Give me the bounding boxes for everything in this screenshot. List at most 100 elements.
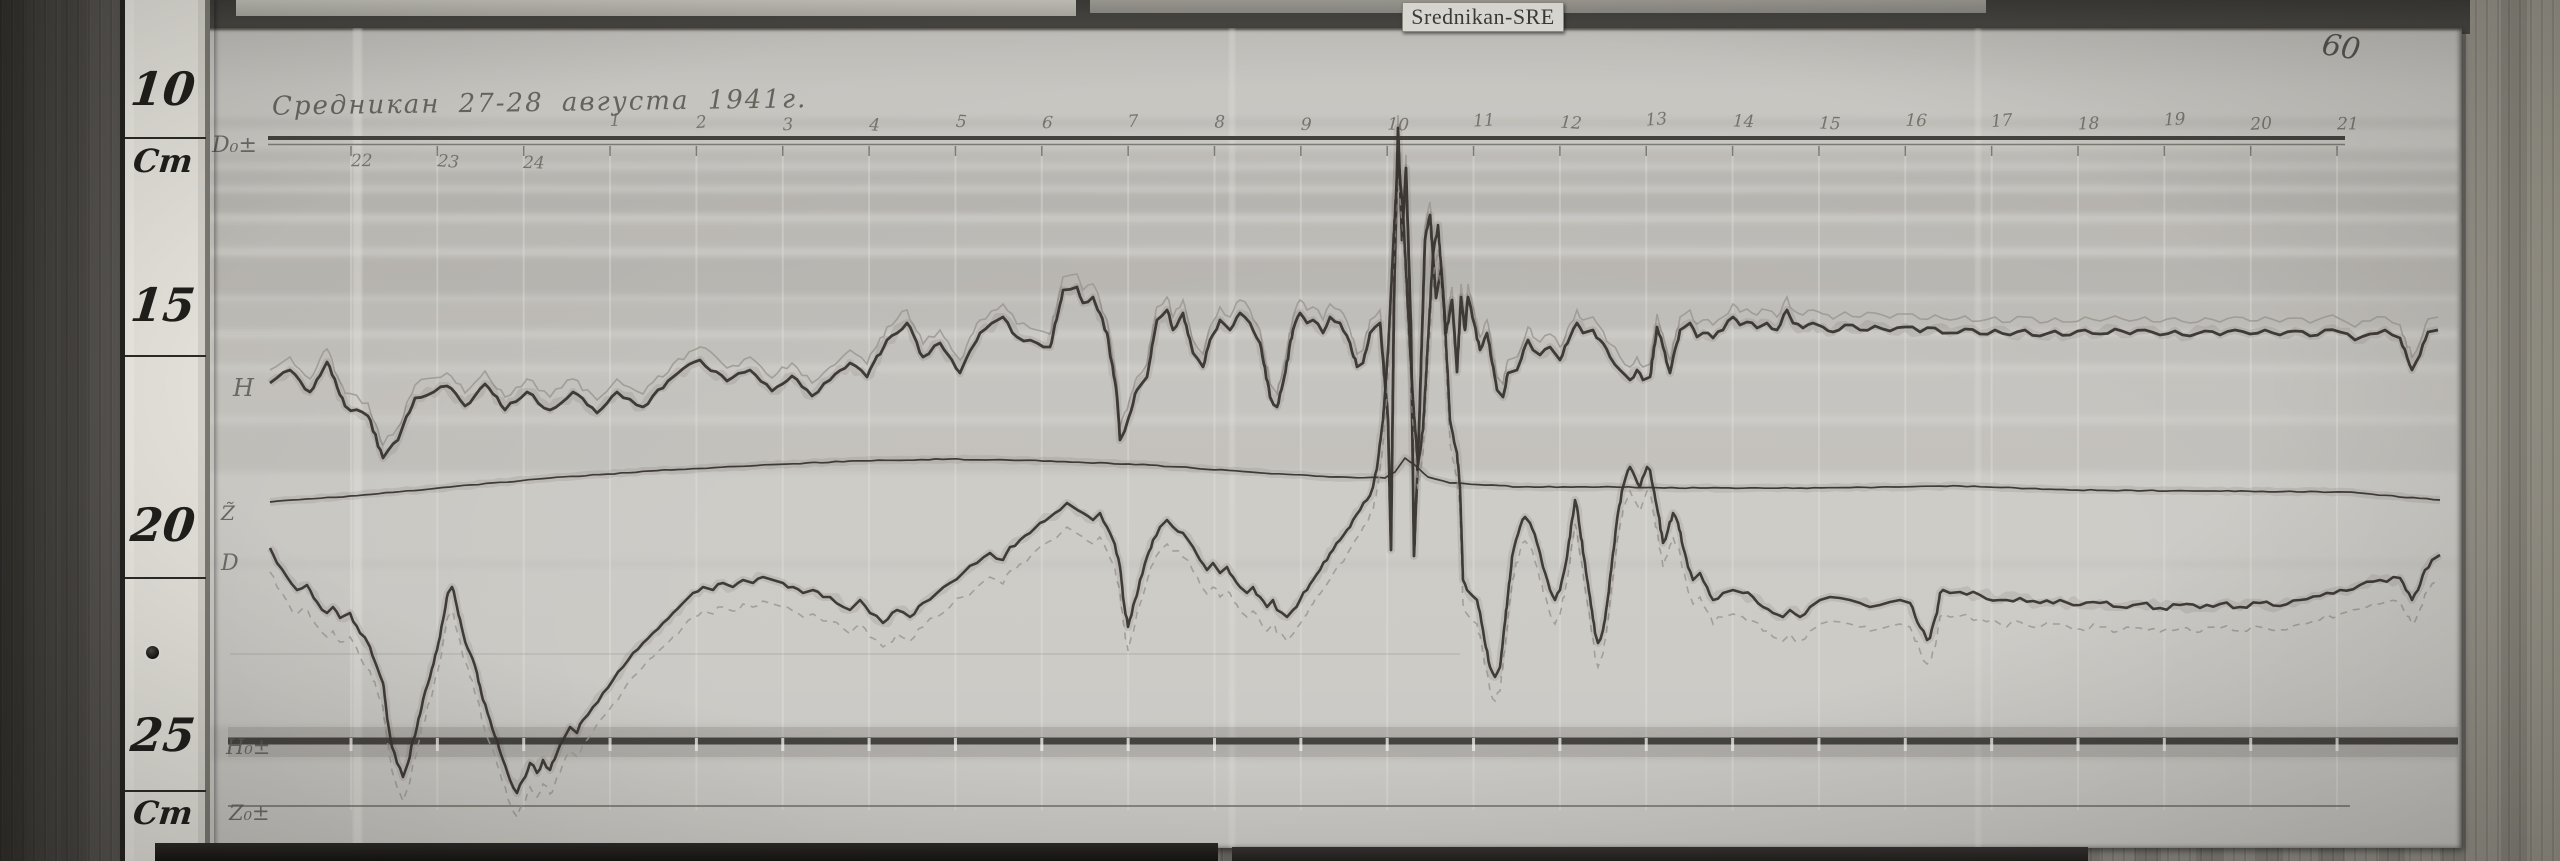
baseline-hour-gap [435, 738, 439, 751]
hour-scratch-line [1558, 150, 1561, 810]
baseline-hour-gap [349, 738, 353, 751]
hour-label: 17 [1990, 110, 2013, 132]
ruler-cm-line [125, 355, 206, 357]
development-band [210, 338, 2462, 364]
hour-label: 15 [1819, 114, 1841, 135]
hour-label: 1 [609, 111, 621, 131]
hour-label: 18 [2077, 114, 2100, 135]
hour-label: 22 [350, 151, 373, 171]
top-batten-left [236, 0, 1076, 16]
margin-label-Z: Z₀± [228, 801, 270, 825]
development-band [210, 222, 2462, 248]
baseline-hour-gap [1472, 738, 1476, 751]
margin-label-H: H [232, 374, 255, 402]
hour-scratch-line [1299, 150, 1302, 810]
hour-label: 11 [1473, 110, 1496, 131]
bottom-batten-left [155, 843, 1218, 861]
traces-group [228, 114, 2458, 819]
hour-label: 10 [1387, 114, 1410, 135]
hour-scratch-line [1645, 150, 1648, 810]
hour-label: 4 [868, 115, 881, 136]
hour-scratch-line [1386, 150, 1389, 810]
baseline-hour-gap [1903, 738, 1907, 751]
hour-label: 24 [522, 153, 545, 174]
hour-scratch-line [781, 150, 784, 810]
ruler-unit-label: Cm [131, 794, 195, 832]
hour-scratch-line [954, 150, 957, 810]
archive-label: Srednikan-SRE [1402, 2, 1564, 32]
hour-scratch-line [2336, 150, 2339, 810]
hour-label: 13 [1645, 109, 1668, 131]
paper-scratch-streak [1229, 28, 1235, 848]
hour-scratch-line [1990, 150, 1993, 810]
hour-label: 20 [2249, 113, 2273, 135]
baseline-hour-gap [1558, 738, 1562, 751]
h0-baseline [228, 737, 2458, 745]
margin-label-Z: Z̃ [220, 501, 236, 525]
trace-Z [269, 457, 2441, 503]
hour-label: 21 [2336, 114, 2359, 134]
hour-scratch-line [1731, 150, 1734, 810]
hour-scratch-line [1472, 150, 1475, 810]
baseline-hour-gap [2162, 738, 2166, 751]
hour-scratch-line [868, 150, 871, 810]
hour-scratch-line [2077, 150, 2079, 810]
hour-scratch-line [695, 150, 698, 810]
hour-scratch-line [1040, 150, 1043, 810]
ruler-hole-icon [146, 646, 159, 659]
hour-scratch-line [350, 150, 352, 810]
paper-scratch-streak [353, 28, 362, 848]
hour-scratch-line [609, 150, 612, 810]
hour-label: 23 [436, 151, 460, 173]
trace-H [269, 126, 2439, 558]
cm-ruler: 10 Cm 15 20 25 Cm [120, 0, 214, 861]
development-band [210, 424, 2462, 472]
baseline-hour-gap [953, 738, 957, 751]
baseline-hour-gap [1213, 738, 1216, 751]
hour-label: 2 [694, 112, 707, 133]
trace-H-companion [269, 114, 2439, 544]
ruler-number: 20 [128, 498, 198, 552]
baseline-hour-gap [1817, 738, 1821, 751]
ruler-cm-line [125, 577, 206, 579]
development-band [210, 192, 2462, 214]
ruler-cm-line [125, 790, 206, 792]
development-band [210, 256, 2462, 296]
margin-label-D: D [220, 551, 239, 576]
trace-D-companion [269, 178, 2441, 819]
baseline-hour-gap [522, 738, 526, 751]
ruler-cm-line [125, 137, 206, 139]
baseline-hour-gap [781, 738, 785, 751]
baseline-hour-gap [2249, 738, 2253, 751]
magnetogram-paper [150, 28, 2462, 848]
hour-label: 19 [2163, 109, 2186, 130]
bottom-batten-right [1232, 847, 2088, 861]
development-band [210, 118, 2462, 128]
hour-label: 8 [1214, 112, 1225, 132]
baseline-hour-gap [1299, 738, 1303, 751]
baseline-hour-gap [1040, 738, 1044, 751]
baseline-hour-gap [1731, 738, 1735, 751]
hour-label: 9 [1301, 115, 1312, 135]
baseline-hour-gap [1126, 738, 1130, 751]
paper-scratch-streak [1975, 28, 1981, 848]
development-band [210, 300, 2462, 330]
paper-development-bands [150, 28, 2462, 848]
hour-scratch-line [1817, 150, 1820, 810]
development-band [210, 560, 2462, 568]
hour-scratch-line [1213, 150, 1216, 810]
trace-D [268, 153, 2441, 795]
margin-label-D: D₀± [211, 133, 257, 158]
hour-scratch-line [2249, 150, 2252, 810]
baseline-hour-gap [608, 738, 612, 751]
ruler-number: 10 [128, 62, 198, 116]
hour-label: 7 [1127, 112, 1139, 133]
ruler-number: 25 [128, 708, 198, 762]
development-band [210, 372, 2462, 416]
baseline-hour-gap [2076, 738, 2080, 751]
development-band [210, 150, 2462, 164]
baseline-hour-gap [1644, 738, 1648, 751]
hour-label: 5 [955, 112, 967, 133]
hour-label: 6 [1041, 113, 1053, 134]
